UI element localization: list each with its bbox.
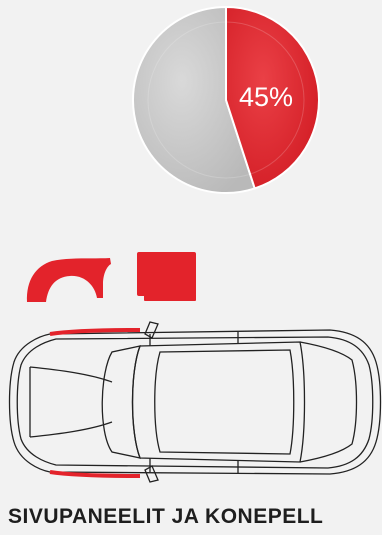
car-top-view (0, 312, 382, 492)
hood-part (137, 252, 196, 296)
car-outline-svg (8, 321, 382, 483)
damage-share-pie: 45% (130, 5, 322, 194)
front-fender-part (26, 258, 111, 302)
hood-lip (144, 294, 196, 301)
caption-title: SIVUPANEELIT JA KONEPELL (8, 505, 324, 528)
percent-label: 45% (239, 82, 293, 112)
pie-slice-highlight (225, 5, 320, 190)
roof-inner (154, 349, 295, 455)
highlighted-parts (0, 250, 382, 310)
right-mirror (144, 465, 159, 483)
door-lines (149, 332, 239, 474)
fender-highlight-top (49, 328, 141, 336)
left-mirror (144, 321, 159, 339)
windshield (101, 345, 142, 459)
pie-slice-rest (132, 5, 256, 194)
parts-svg (26, 252, 196, 302)
hood-lines (29, 366, 113, 438)
pie-svg: 45% (132, 5, 320, 194)
fender-highlight-bottom (49, 470, 141, 478)
rear-window (299, 341, 358, 463)
car-body-inner (16, 336, 374, 469)
pie-inner-ring (147, 21, 305, 179)
car-body-outline (8, 329, 382, 475)
